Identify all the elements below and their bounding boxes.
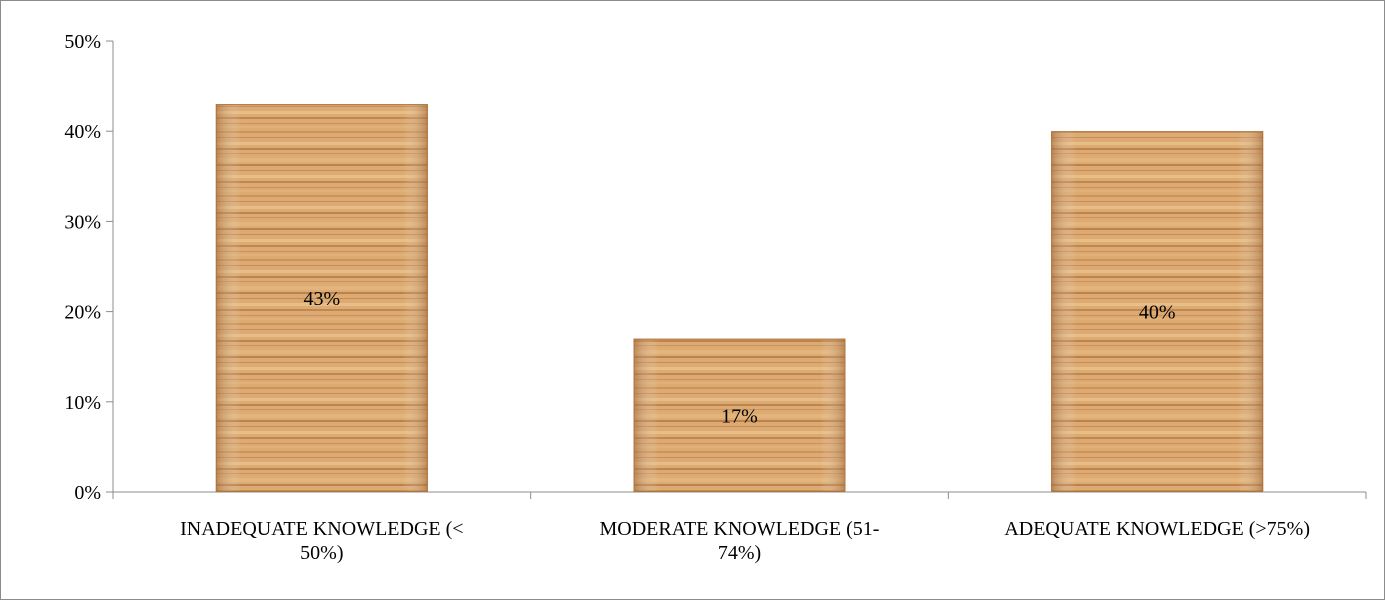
category-label: 74%) xyxy=(718,542,761,564)
labels: 43% INADEQUATE KNOWLEDGE (<50%) 17% MODERAT… xyxy=(180,288,1310,564)
data-label: 40% xyxy=(1139,302,1176,324)
y-tick-label: 0% xyxy=(74,482,101,504)
bar-outline xyxy=(215,104,428,492)
bar xyxy=(215,104,428,492)
bar-shade xyxy=(1051,131,1264,492)
bars xyxy=(215,104,1264,492)
y-tick-label: 20% xyxy=(64,302,101,324)
bar-shade xyxy=(633,338,846,492)
bar-outline xyxy=(1051,131,1264,492)
category-label: 50%) xyxy=(300,542,343,564)
category-label: ADEQUATE KNOWLEDGE (>75%) xyxy=(1004,518,1310,540)
bar-outline xyxy=(633,338,846,492)
y-tick-label: 10% xyxy=(64,392,101,414)
data-label: 17% xyxy=(721,405,758,427)
data-label: 43% xyxy=(303,288,340,310)
category-label: INADEQUATE KNOWLEDGE (< xyxy=(180,518,463,540)
bar xyxy=(633,338,846,492)
bar xyxy=(1051,131,1264,492)
bar-shade xyxy=(215,104,428,492)
category-label: MODERATE KNOWLEDGE (51- xyxy=(600,518,880,540)
y-tick-label: 40% xyxy=(64,121,101,143)
y-tick-label: 30% xyxy=(64,211,101,233)
y-tick-label: 50% xyxy=(64,31,101,53)
